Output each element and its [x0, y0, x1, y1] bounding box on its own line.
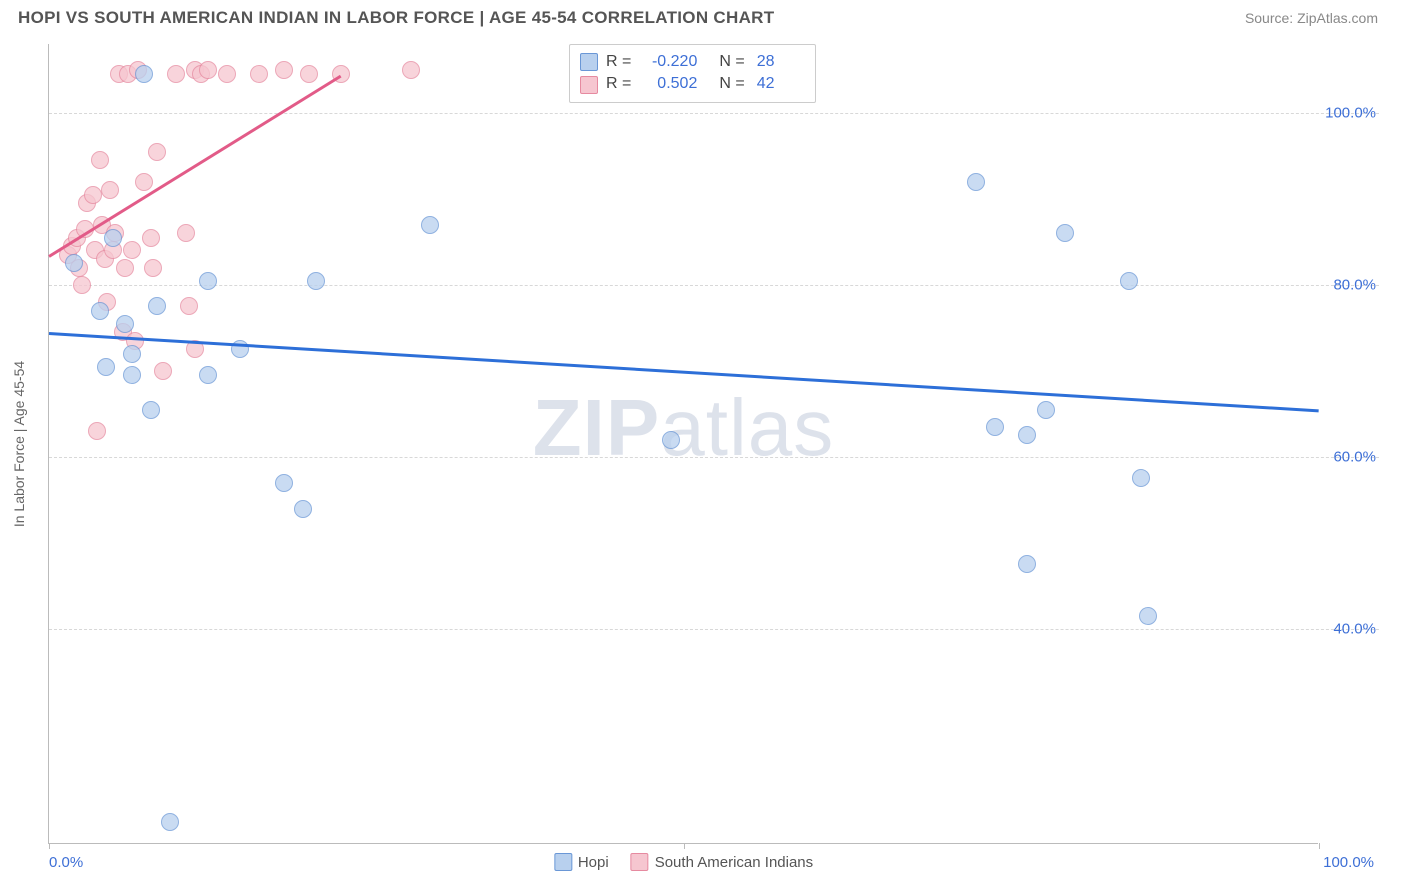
- y-tick-label: 60.0%: [1333, 448, 1376, 465]
- data-point: [1120, 272, 1138, 290]
- data-point: [142, 229, 160, 247]
- data-point: [1037, 401, 1055, 419]
- chart-source: Source: ZipAtlas.com: [1245, 10, 1378, 26]
- data-point: [1018, 426, 1036, 444]
- y-axis-title: In Labor Force | Age 45-54: [11, 360, 27, 526]
- x-axis-label-max: 100.0%: [1323, 854, 1374, 871]
- data-point: [307, 272, 325, 290]
- data-point: [167, 65, 185, 83]
- watermark: ZIPatlas: [533, 382, 834, 474]
- data-point: [88, 422, 106, 440]
- legend-r-value: -0.220: [639, 51, 697, 73]
- x-axis-label-min: 0.0%: [49, 854, 83, 871]
- data-point: [104, 229, 122, 247]
- data-point: [199, 61, 217, 79]
- legend-r-value: 0.502: [639, 73, 697, 95]
- data-point: [1018, 555, 1036, 573]
- legend-r-label: R =: [606, 73, 631, 95]
- data-point: [84, 186, 102, 204]
- series-legend-item: South American Indians: [631, 853, 813, 871]
- data-point: [135, 173, 153, 191]
- legend-n-value: 28: [753, 51, 801, 73]
- legend-swatch: [631, 853, 649, 871]
- legend-swatch: [580, 53, 598, 71]
- data-point: [402, 61, 420, 79]
- x-tick: [1319, 843, 1320, 849]
- data-point: [275, 61, 293, 79]
- chart-title: HOPI VS SOUTH AMERICAN INDIAN IN LABOR F…: [18, 8, 774, 28]
- legend-r-label: R =: [606, 51, 631, 73]
- data-point: [101, 181, 119, 199]
- y-tick-label: 80.0%: [1333, 276, 1376, 293]
- data-point: [294, 500, 312, 518]
- data-point: [218, 65, 236, 83]
- data-point: [97, 358, 115, 376]
- data-point: [65, 254, 83, 272]
- data-point: [148, 297, 166, 315]
- chart-area: ZIPatlas In Labor Force | Age 45-54 0.0%…: [48, 44, 1378, 844]
- series-legend: Hopi South American Indians: [554, 853, 813, 871]
- data-point: [123, 366, 141, 384]
- data-point: [250, 65, 268, 83]
- data-point: [421, 216, 439, 234]
- data-point: [116, 315, 134, 333]
- series-legend-label: South American Indians: [655, 854, 813, 871]
- data-point: [662, 431, 680, 449]
- series-legend-item: Hopi: [554, 853, 609, 871]
- plot-region: ZIPatlas In Labor Force | Age 45-54 0.0%…: [48, 44, 1318, 844]
- data-point: [154, 362, 172, 380]
- data-point: [1132, 469, 1150, 487]
- data-point: [177, 224, 195, 242]
- data-point: [148, 143, 166, 161]
- data-point: [1056, 224, 1074, 242]
- data-point: [180, 297, 198, 315]
- stats-legend-row: R = -0.220 N = 28: [580, 51, 801, 73]
- legend-swatch: [554, 853, 572, 871]
- data-point: [123, 241, 141, 259]
- data-point: [967, 173, 985, 191]
- trend-line: [49, 332, 1319, 412]
- stats-legend-row: R = 0.502 N = 42: [580, 73, 801, 95]
- x-tick: [49, 843, 50, 849]
- stats-legend: R = -0.220 N = 28 R = 0.502 N = 42: [569, 44, 816, 103]
- data-point: [91, 151, 109, 169]
- legend-n-value: 42: [753, 73, 801, 95]
- data-point: [161, 813, 179, 831]
- y-tick-label: 40.0%: [1333, 620, 1376, 637]
- data-point: [199, 366, 217, 384]
- gridline-h: [49, 457, 1379, 458]
- x-tick: [684, 843, 685, 849]
- data-point: [300, 65, 318, 83]
- data-point: [123, 345, 141, 363]
- data-point: [144, 259, 162, 277]
- data-point: [91, 302, 109, 320]
- gridline-h: [49, 629, 1379, 630]
- data-point: [142, 401, 160, 419]
- y-tick-label: 100.0%: [1325, 104, 1376, 121]
- series-legend-label: Hopi: [578, 854, 609, 871]
- data-point: [116, 259, 134, 277]
- data-point: [1139, 607, 1157, 625]
- legend-n-label: N =: [719, 73, 744, 95]
- data-point: [199, 272, 217, 290]
- gridline-h: [49, 285, 1379, 286]
- data-point: [73, 276, 91, 294]
- gridline-h: [49, 113, 1379, 114]
- chart-header: HOPI VS SOUTH AMERICAN INDIAN IN LABOR F…: [0, 0, 1406, 32]
- legend-n-label: N =: [719, 51, 744, 73]
- data-point: [986, 418, 1004, 436]
- data-point: [275, 474, 293, 492]
- legend-swatch: [580, 76, 598, 94]
- data-point: [135, 65, 153, 83]
